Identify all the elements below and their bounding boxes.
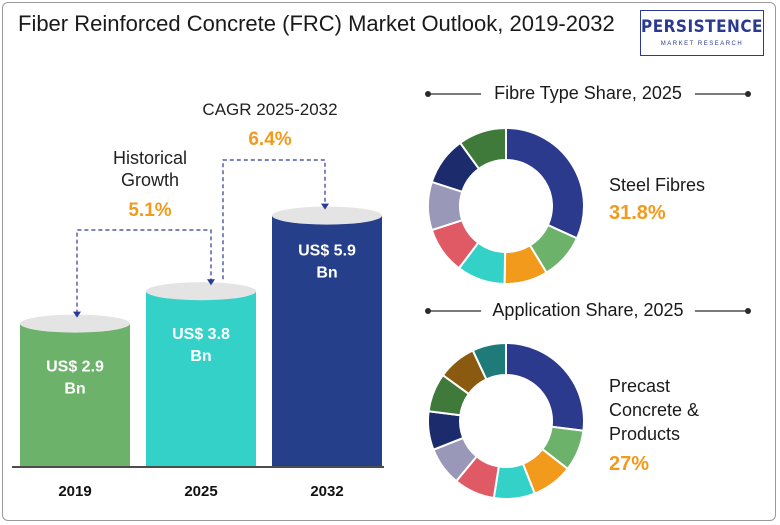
donut-title: Application Share, 2025	[492, 300, 683, 320]
connector-arrow	[207, 279, 215, 286]
annotation-label: CAGR 2025-2032	[202, 100, 337, 119]
cagr-connector	[222, 159, 326, 280]
highlight-value: 27%	[609, 453, 649, 475]
bar-value-label: Bn	[316, 265, 337, 282]
divider-dot	[425, 308, 431, 314]
bar-value-label: US$ 5.9	[298, 243, 356, 260]
bar-2032	[272, 215, 382, 466]
annotation-label: Historical	[113, 148, 187, 168]
bar-2025	[146, 291, 256, 466]
highlight-label: Products	[609, 424, 680, 444]
application-donut-chart: Application Share, 2025 Precast Concrete &…	[425, 296, 751, 500]
title-backdrop	[481, 296, 695, 324]
bar-cap-2032	[272, 206, 382, 225]
donut-slice	[458, 126, 507, 171]
page-title: Fiber Reinforced Concrete (FRC) Market O…	[18, 11, 615, 36]
bar-value-label: US$ 3.8	[172, 326, 230, 343]
donut-slice	[471, 341, 507, 381]
fibre-type-donut-chart: Fibre Type Share, 2025 Steel Fibres 31.8%	[425, 79, 751, 286]
annotation-value: 6.4%	[248, 129, 291, 150]
highlight-value: 31.8%	[609, 202, 666, 224]
annotation-value: 5.1%	[128, 200, 171, 221]
x-tick-label: 2019	[58, 483, 91, 500]
divider-dot	[425, 91, 431, 97]
divider-dot	[745, 91, 751, 97]
bar-value-label: US$ 2.9	[46, 359, 104, 376]
bar-2019	[20, 323, 130, 466]
donut-title: Fibre Type Share, 2025	[494, 83, 682, 103]
logo-wordmark: PERSISTENCE	[641, 17, 764, 37]
divider-dot	[745, 308, 751, 314]
donut-slice	[505, 126, 585, 240]
brand-logo: PERSISTENCE MARKET RESEARCH	[640, 10, 764, 56]
x-tick-label: 2032	[310, 483, 343, 500]
bar-value-label: Bn	[64, 381, 85, 398]
annotation-label: Growth	[121, 170, 179, 190]
highlight-label: Steel Fibres	[609, 175, 705, 195]
bar-cap-2019	[20, 314, 130, 333]
historical-connector	[76, 229, 212, 314]
highlight-label: Precast	[609, 376, 670, 396]
bar-value-label: Bn	[190, 348, 211, 365]
x-tick-label: 2025	[184, 483, 217, 500]
bar-chart: US$ 2.9 Bn 2019 US$ 3.8 Bn 2025 US$ 5.9 Bn 2032 H…	[12, 100, 384, 500]
logo-tagline: MARKET RESEARCH	[660, 41, 744, 47]
title-backdrop	[481, 79, 695, 107]
connector-arrow	[73, 311, 81, 318]
bar-cap-2025	[146, 282, 256, 301]
highlight-label: Concrete &	[609, 400, 699, 420]
connector-arrow	[321, 203, 329, 210]
donut-slice	[505, 341, 585, 432]
